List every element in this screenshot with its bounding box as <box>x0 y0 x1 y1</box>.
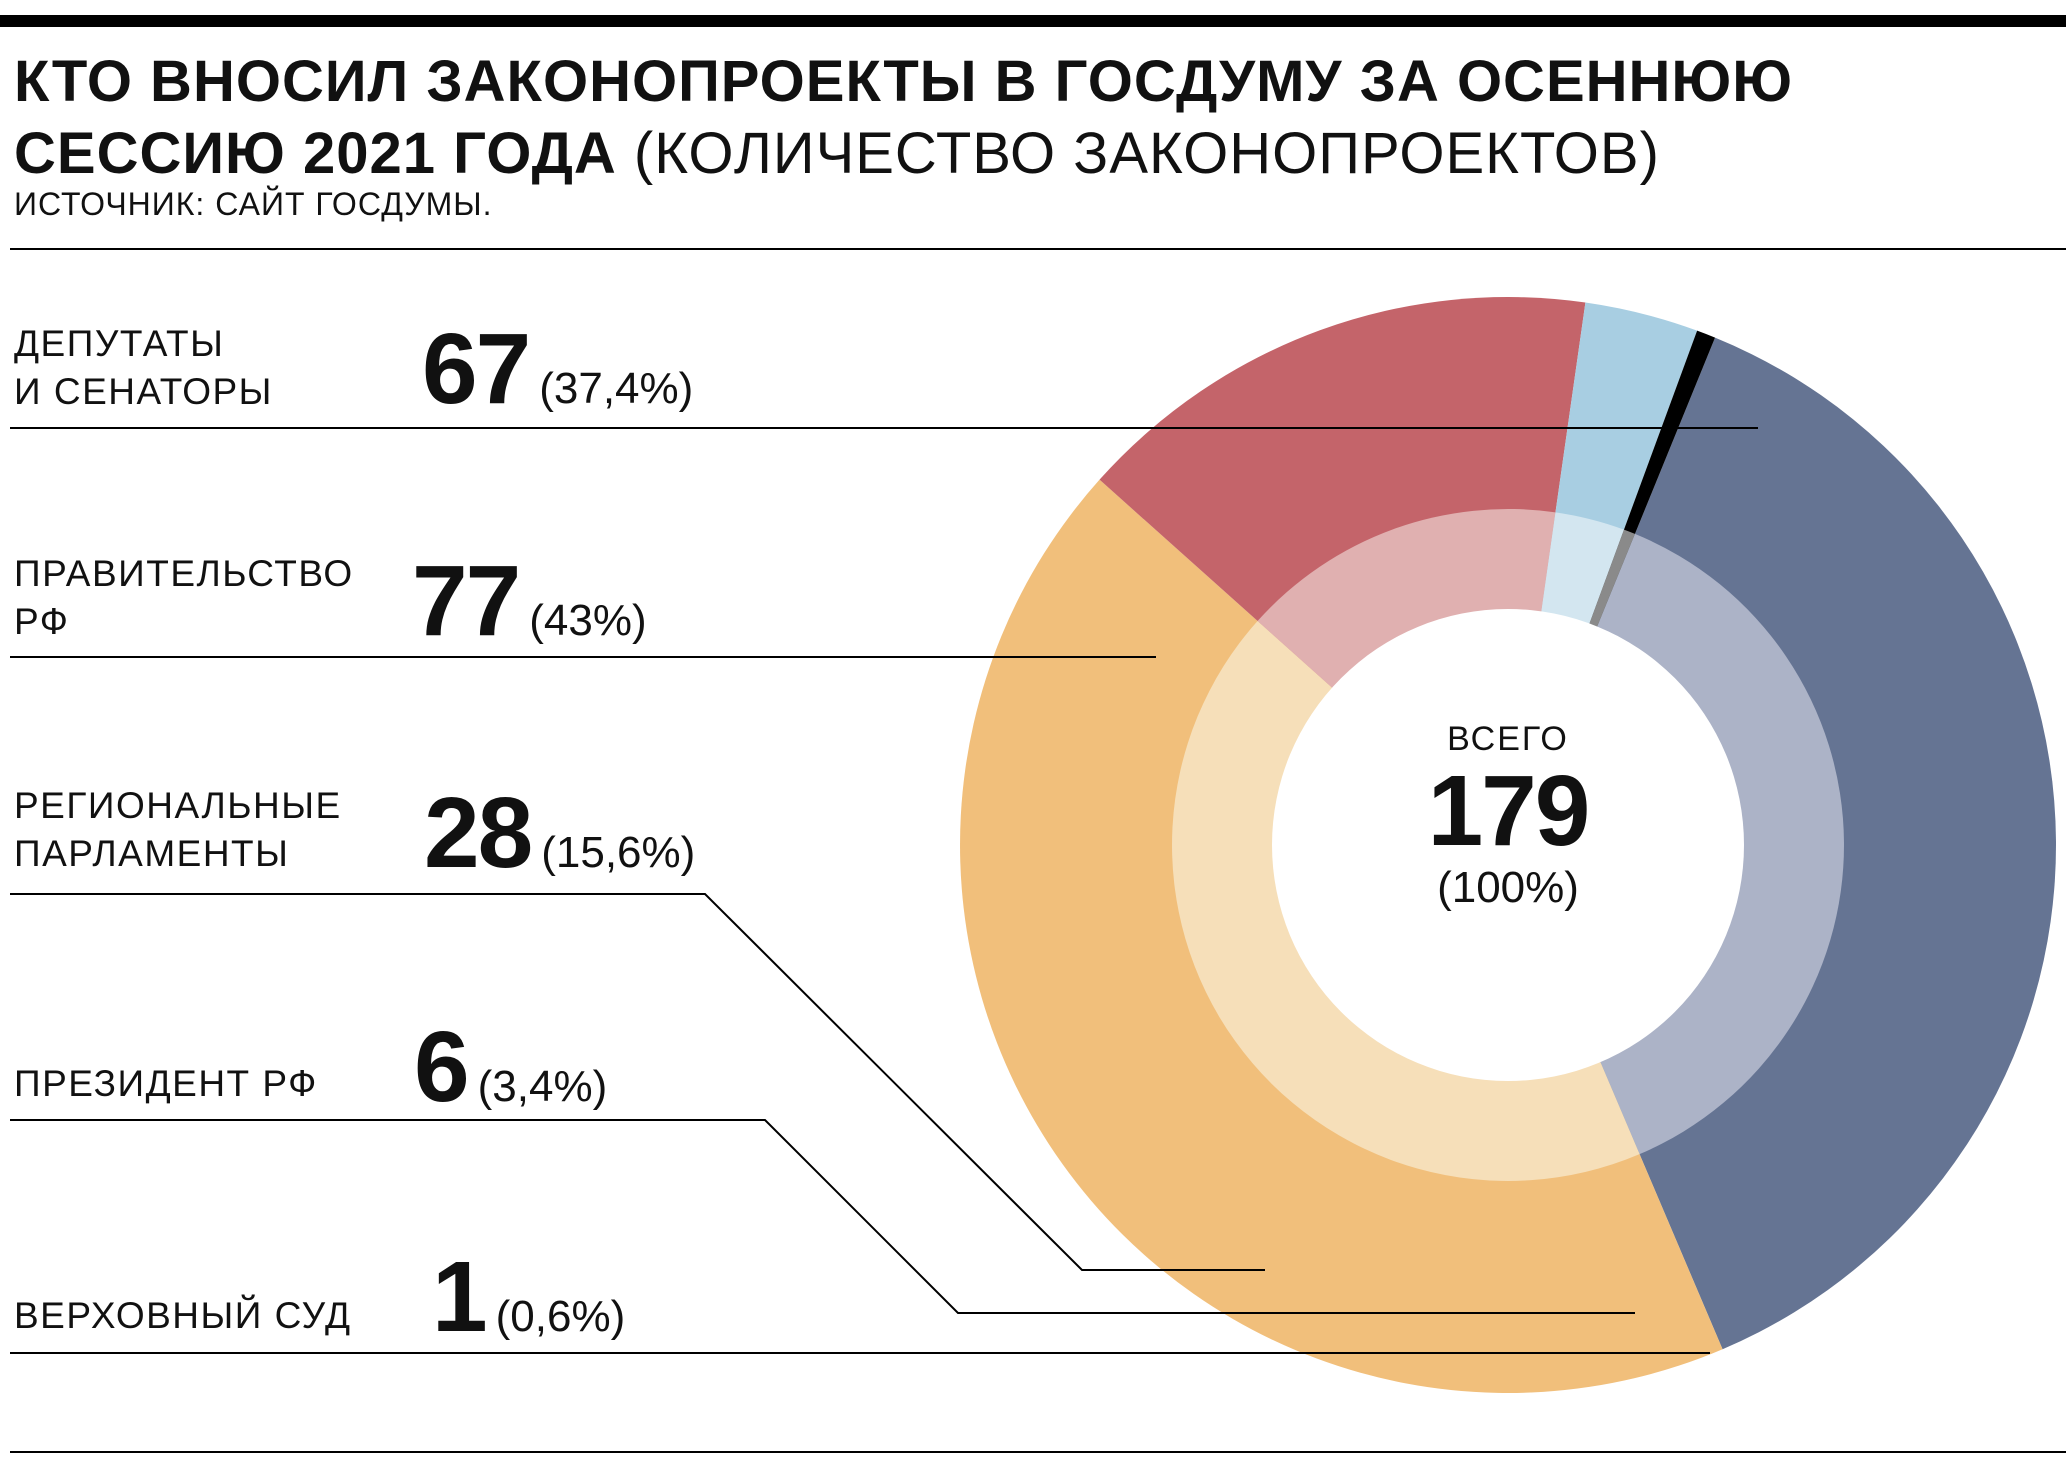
label-deputies-line2: И СЕНАТОРЫ <box>14 371 273 412</box>
label-regional-line2: ПАРЛАМЕНТЫ <box>14 833 290 874</box>
center-total: ВСЕГО 179 (100%) <box>1408 720 1608 913</box>
chart-title: КТО ВНОСИЛ ЗАКОНОПРОЕКТЫ В ГОСДУМУ ЗА ОС… <box>14 46 2044 190</box>
source-note: ИСТОЧНИК: САЙТ ГОСДУМЫ. <box>14 186 493 222</box>
pct-supreme-court: (0,6%) <box>495 1292 626 1341</box>
stat-supreme-court: 1 (0,6%) <box>432 1240 625 1355</box>
value-president: 6 <box>414 1011 470 1123</box>
value-government: 77 <box>412 545 521 657</box>
title-main: КТО ВНОСИЛ ЗАКОНОПРОЕКТЫ В ГОСДУМУ ЗА ОС… <box>14 49 1794 186</box>
stat-government: 77 (43%) <box>412 544 647 659</box>
leader-lines <box>10 427 1758 1354</box>
label-government-line2: РФ <box>14 601 70 642</box>
pct-government: (43%) <box>529 596 647 645</box>
value-supreme-court: 1 <box>432 1241 488 1353</box>
label-supreme-court-line1: ВЕРХОВНЫЙ СУД <box>14 1295 352 1336</box>
leader-line-regional <box>10 893 1265 1271</box>
stat-president: 6 (3,4%) <box>414 1010 607 1125</box>
total-value: 179 <box>1427 755 1591 867</box>
pct-regional: (15,6%) <box>541 828 696 877</box>
pct-deputies: (37,4%) <box>539 364 694 413</box>
label-government: ПРАВИТЕЛЬСТВО РФ <box>14 550 354 646</box>
value-regional: 28 <box>424 777 533 889</box>
total-pct: (100%) <box>1437 863 1579 912</box>
label-regional: РЕГИОНАЛЬНЫЕ ПАРЛАМЕНТЫ <box>14 782 342 878</box>
label-regional-line1: РЕГИОНАЛЬНЫЕ <box>14 785 342 826</box>
leader-line-president <box>10 1119 1635 1314</box>
bottom-divider <box>10 1451 2066 1453</box>
label-government-line1: ПРАВИТЕЛЬСТВО <box>14 553 354 594</box>
center-hole <box>1272 609 1744 1081</box>
stat-deputies: 67 (37,4%) <box>422 312 693 427</box>
label-deputies: ДЕПУТАТЫ И СЕНАТОРЫ <box>14 320 273 416</box>
label-deputies-line1: ДЕПУТАТЫ <box>14 323 225 364</box>
total-label: ВСЕГО <box>1447 720 1569 758</box>
label-supreme-court: ВЕРХОВНЫЙ СУД <box>14 1292 352 1340</box>
label-president: ПРЕЗИДЕНТ РФ <box>14 1060 318 1108</box>
pct-president: (3,4%) <box>477 1062 608 1111</box>
label-president-line1: ПРЕЗИДЕНТ РФ <box>14 1063 318 1104</box>
header-divider <box>10 248 2066 250</box>
value-deputies: 67 <box>422 313 531 425</box>
title-units-note: (КОЛИЧЕСТВО ЗАКОНОПРОЕКТОВ) <box>633 121 1660 186</box>
stat-regional: 28 (15,6%) <box>424 776 695 891</box>
top-bar <box>0 15 2066 27</box>
